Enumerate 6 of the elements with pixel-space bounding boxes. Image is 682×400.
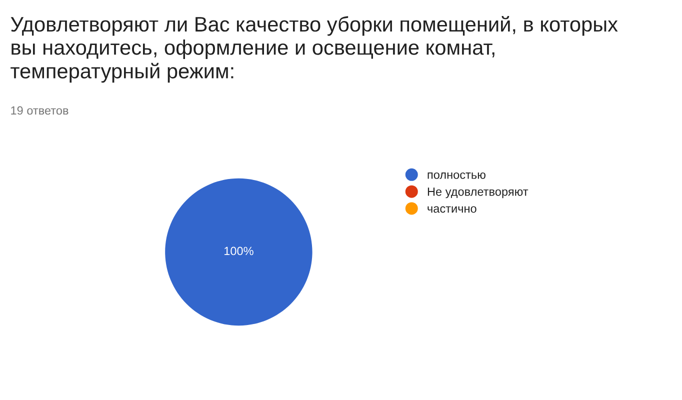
legend-label: Не удовлетворяют [428,188,528,198]
legend-label: частично [428,206,476,213]
text: 19 ответов [11,106,68,115]
legend-label: полностью [428,172,486,179]
chart-title: Удовлетворяют ли Вас качество уборки помещений, в которых вы находитесь, оформление и освещение комнат, температурный режим: [10,16,618,83]
data-label: 100% [224,246,254,256]
